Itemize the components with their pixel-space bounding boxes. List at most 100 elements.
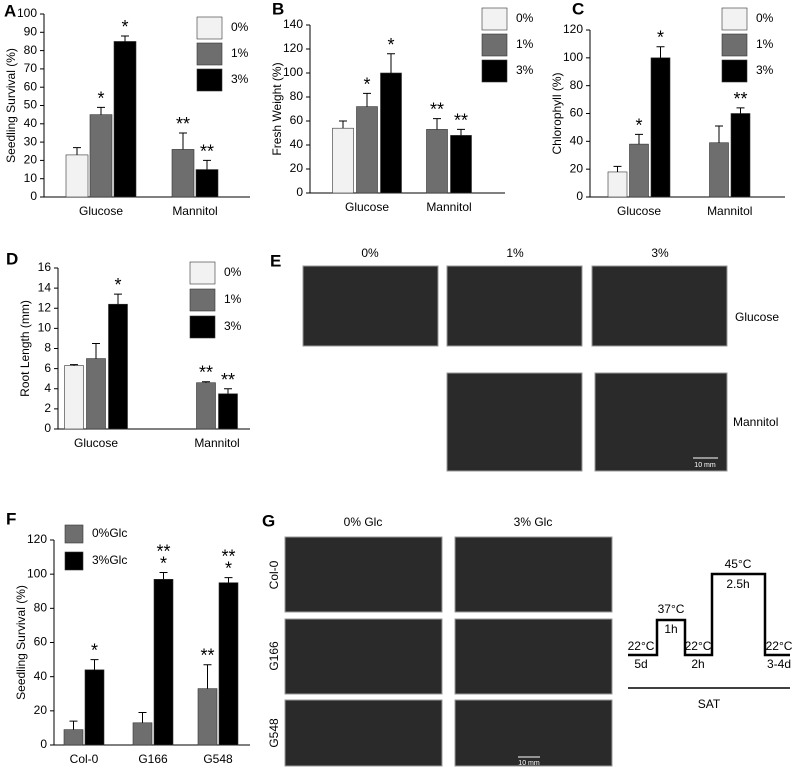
panel-letter: A <box>4 1 16 20</box>
bar <box>84 669 105 746</box>
significance: ** <box>733 89 747 109</box>
y-tick-label: 50 <box>24 98 38 112</box>
row-label: Col-0 <box>267 560 281 589</box>
step-time: 3-4d <box>767 657 791 671</box>
photo <box>446 372 583 472</box>
y-tick-label: 100 <box>283 65 303 79</box>
photo <box>594 372 728 472</box>
bar <box>356 106 378 194</box>
bar <box>380 72 402 194</box>
error-bar <box>90 659 99 670</box>
error-bar <box>363 92 371 107</box>
error-bar <box>203 664 212 689</box>
y-tick-label: 0 <box>30 189 37 203</box>
legend-label: 3% <box>756 63 774 77</box>
y-tick-label: 80 <box>290 89 304 103</box>
panel-letter: E <box>270 251 281 270</box>
error-bar <box>613 165 622 172</box>
step-time: 1h <box>664 622 677 636</box>
y-tick-label: 20 <box>34 703 48 717</box>
y-tick-label: 60 <box>24 79 38 93</box>
x-tick-label: Mannitol <box>707 204 752 218</box>
legend-swatch <box>196 68 223 92</box>
row-label: Mannitol <box>733 415 778 429</box>
y-tick-label: 40 <box>570 134 584 148</box>
bar <box>64 365 84 430</box>
error-bar <box>97 106 105 115</box>
error-bar <box>715 125 723 143</box>
row-label: Glucose <box>735 310 779 324</box>
legend-label: 1% <box>231 46 249 60</box>
y-tick-label: 12 <box>38 300 52 314</box>
photo <box>454 536 613 613</box>
legend-swatch <box>481 7 508 31</box>
legend-label: 0%Glc <box>92 526 127 540</box>
row-label: G166 <box>267 641 281 671</box>
bar <box>196 382 216 430</box>
y-tick-label: 10 <box>38 321 52 335</box>
legend-label: 0% <box>231 20 249 34</box>
y-tick-label: 40 <box>290 137 304 151</box>
y-tick-label: 10 <box>24 171 38 185</box>
legend-swatch <box>481 33 508 57</box>
error-bar <box>224 388 232 394</box>
legend-swatch <box>189 315 216 339</box>
x-tick-label: Mannitol <box>194 436 239 450</box>
bar <box>607 171 628 198</box>
error-bar <box>387 53 395 73</box>
y-axis-label: Root Length (mm) <box>18 300 32 397</box>
significance: * <box>363 74 370 94</box>
column-label: 3% <box>651 246 669 260</box>
legend-swatch <box>189 288 216 312</box>
bar <box>195 169 219 198</box>
legend-label: 1% <box>516 37 534 51</box>
error-bar <box>92 342 100 359</box>
x-tick-label: G166 <box>138 752 168 766</box>
bar <box>171 149 195 198</box>
significance: * <box>635 115 642 135</box>
bar <box>218 393 238 430</box>
panel-letter: G <box>262 511 275 530</box>
x-tick-label: Mannitol <box>426 200 471 214</box>
y-tick-label: 40 <box>24 116 38 130</box>
legend-label: 0% <box>756 11 774 25</box>
y-tick-label: 20 <box>24 153 38 167</box>
error-bar <box>114 293 122 305</box>
significance: * <box>657 27 664 47</box>
legend-swatch <box>196 42 223 66</box>
column-label: 1% <box>506 246 524 260</box>
significance: ** <box>200 645 214 665</box>
y-tick-label: 8 <box>44 341 51 355</box>
y-tick-label: 60 <box>570 106 584 120</box>
photo <box>284 536 443 613</box>
legend-swatch <box>721 59 748 83</box>
y-tick-label: 100 <box>27 566 47 580</box>
step-time: 2.5h <box>726 577 749 591</box>
y-tick-label: 4 <box>44 381 51 395</box>
column-label: 0% Glc <box>344 515 383 529</box>
y-axis-label: Chlorophyll (%) <box>550 72 564 154</box>
y-tick-label: 2 <box>44 401 51 415</box>
significance: * <box>91 640 98 660</box>
x-tick-label: G548 <box>203 752 233 766</box>
bar <box>709 142 729 198</box>
photo <box>302 265 439 347</box>
step-temp: 45°C <box>725 557 752 571</box>
bar <box>197 688 218 746</box>
y-tick-label: 0 <box>296 185 303 199</box>
bar <box>426 129 448 194</box>
error-bar <box>73 147 81 155</box>
bar <box>89 114 113 198</box>
significance: ** <box>199 362 213 382</box>
legend-swatch <box>721 33 748 57</box>
significance: ** <box>221 370 235 390</box>
error-bar <box>203 159 211 170</box>
x-tick-label: Mannitol <box>172 204 217 218</box>
y-tick-label: 80 <box>34 601 48 615</box>
significance: * <box>97 88 104 108</box>
legend-label: 3% <box>231 72 249 86</box>
error-bar <box>339 120 347 129</box>
bar <box>132 722 153 746</box>
row-label: G548 <box>267 718 281 748</box>
